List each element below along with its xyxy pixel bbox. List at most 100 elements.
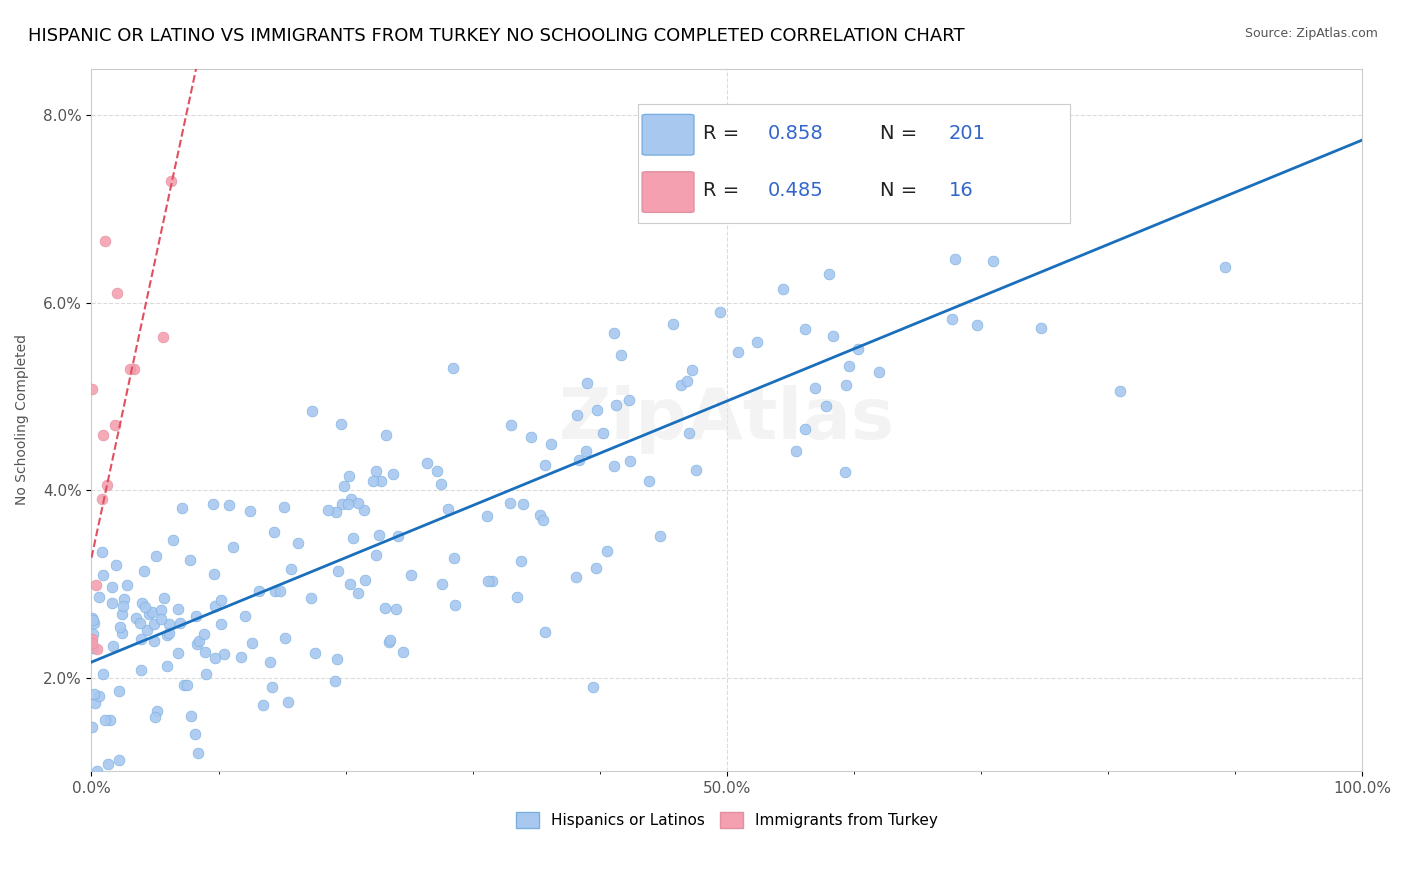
Point bbox=[167, 602, 190, 616]
Point bbox=[328, 564, 350, 578]
Point bbox=[619, 454, 641, 468]
Text: HISPANIC OR LATINO VS IMMIGRANTS FROM TURKEY NO SCHOOLING COMPLETED CORRELATION : HISPANIC OR LATINO VS IMMIGRANTS FROM TU… bbox=[28, 27, 965, 45]
Point bbox=[316, 503, 339, 517]
Point bbox=[669, 378, 692, 392]
Point bbox=[838, 359, 860, 373]
Point bbox=[565, 408, 588, 422]
Point bbox=[444, 599, 467, 613]
Point bbox=[441, 361, 464, 376]
Point bbox=[173, 677, 195, 691]
Point bbox=[592, 425, 614, 440]
Point bbox=[650, 529, 672, 543]
Point bbox=[793, 422, 815, 436]
Point bbox=[804, 381, 827, 395]
Point bbox=[941, 311, 963, 326]
Point bbox=[187, 746, 209, 760]
Point bbox=[263, 584, 285, 599]
Point bbox=[218, 499, 240, 513]
Point bbox=[381, 467, 404, 481]
Point bbox=[111, 599, 134, 614]
Point bbox=[115, 578, 138, 592]
Point bbox=[89, 590, 111, 604]
Point bbox=[150, 612, 173, 626]
Point bbox=[262, 680, 284, 694]
Point bbox=[176, 678, 198, 692]
Point bbox=[568, 452, 591, 467]
Point bbox=[531, 512, 554, 526]
Point bbox=[124, 610, 146, 624]
Point bbox=[709, 304, 731, 318]
Point bbox=[1036, 108, 1059, 122]
Point bbox=[259, 655, 281, 669]
Point bbox=[299, 591, 322, 605]
Point bbox=[86, 764, 108, 779]
Point bbox=[399, 568, 422, 582]
Point bbox=[333, 479, 356, 493]
Point bbox=[385, 602, 408, 616]
Point bbox=[325, 505, 347, 519]
Point bbox=[534, 458, 557, 473]
Point bbox=[108, 683, 131, 698]
Point bbox=[98, 713, 121, 727]
Y-axis label: No Schooling Completed: No Schooling Completed bbox=[15, 334, 30, 506]
Point bbox=[789, 205, 811, 219]
Point bbox=[132, 564, 155, 578]
Point bbox=[156, 658, 179, 673]
Point bbox=[581, 681, 603, 695]
Point bbox=[368, 528, 391, 542]
Point bbox=[392, 645, 415, 659]
Point bbox=[129, 632, 152, 646]
Point bbox=[82, 720, 104, 734]
Point bbox=[108, 620, 131, 634]
Point bbox=[834, 465, 856, 479]
Point bbox=[1033, 210, 1056, 224]
Point bbox=[186, 637, 208, 651]
Point bbox=[193, 626, 215, 640]
Point bbox=[91, 427, 114, 442]
Point bbox=[475, 509, 498, 524]
Point bbox=[157, 617, 180, 632]
Point bbox=[685, 463, 707, 477]
Point bbox=[187, 634, 209, 648]
Point bbox=[430, 476, 453, 491]
Point bbox=[134, 600, 156, 615]
Point bbox=[976, 208, 998, 222]
Point bbox=[575, 376, 598, 391]
Point bbox=[222, 540, 245, 554]
Point bbox=[727, 345, 749, 359]
Point bbox=[678, 426, 700, 441]
Point bbox=[277, 696, 299, 710]
Point bbox=[533, 625, 555, 640]
Point bbox=[108, 753, 131, 767]
Point bbox=[143, 710, 166, 724]
Point bbox=[378, 632, 401, 647]
Point bbox=[252, 698, 274, 712]
Point bbox=[209, 592, 232, 607]
Point bbox=[111, 625, 134, 640]
Point bbox=[145, 549, 167, 563]
Point bbox=[565, 570, 588, 584]
Point bbox=[575, 444, 598, 458]
Point bbox=[1108, 384, 1130, 398]
Point bbox=[966, 318, 988, 333]
Point bbox=[239, 504, 262, 518]
Point bbox=[82, 640, 104, 655]
Point bbox=[100, 580, 122, 594]
Text: ZipAtlas: ZipAtlas bbox=[558, 385, 894, 454]
Point bbox=[605, 398, 627, 412]
Point bbox=[138, 607, 160, 622]
Point bbox=[835, 377, 858, 392]
Legend: Hispanics or Latinos, Immigrants from Turkey: Hispanics or Latinos, Immigrants from Tu… bbox=[509, 805, 943, 834]
Point bbox=[361, 475, 384, 489]
Point bbox=[112, 591, 135, 606]
Point bbox=[814, 399, 837, 413]
Point bbox=[675, 374, 697, 388]
Point bbox=[195, 667, 218, 681]
Point bbox=[82, 626, 104, 640]
Point bbox=[347, 585, 370, 599]
Point bbox=[80, 636, 103, 650]
Point bbox=[80, 783, 103, 797]
Point bbox=[364, 464, 387, 478]
Point bbox=[202, 567, 225, 582]
Point bbox=[142, 616, 165, 631]
